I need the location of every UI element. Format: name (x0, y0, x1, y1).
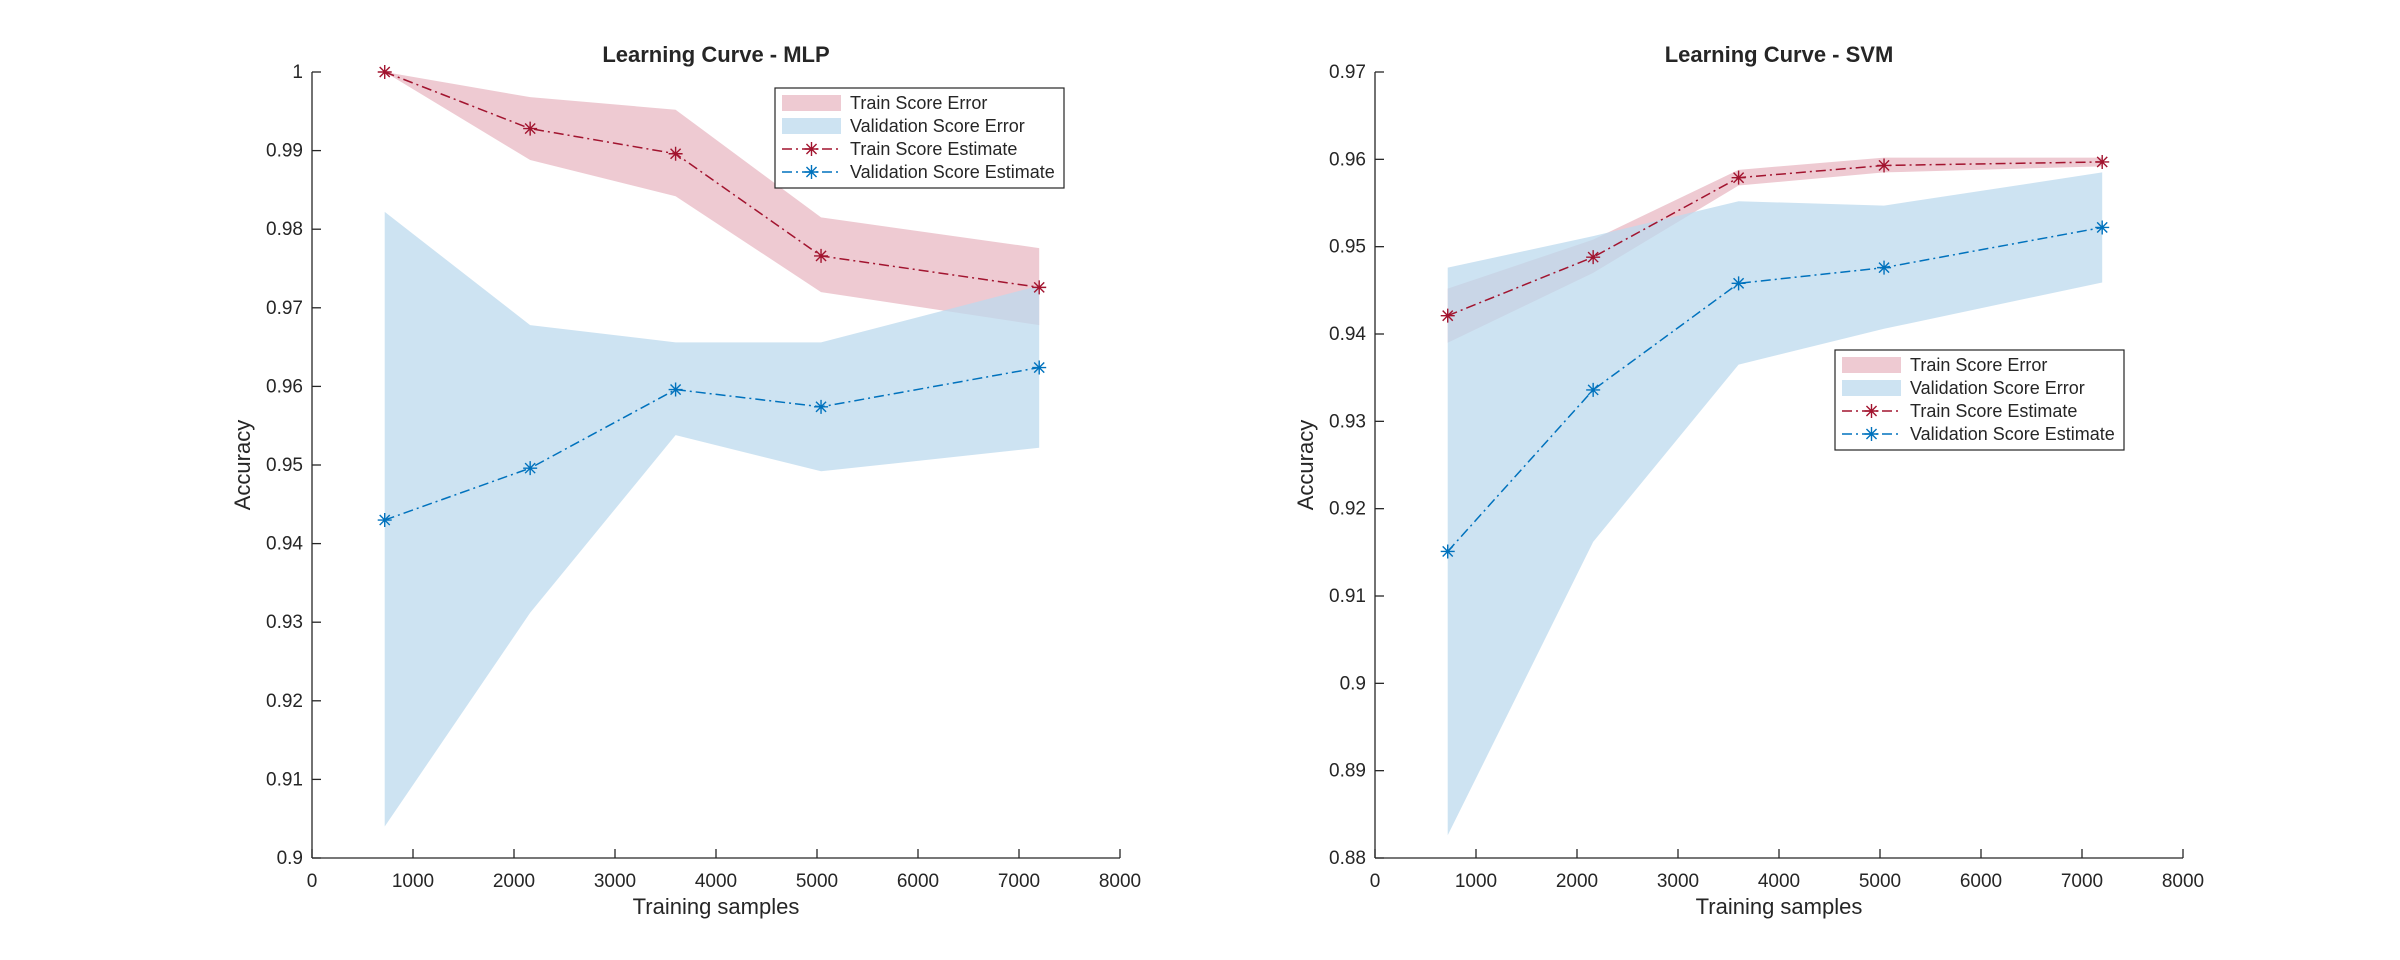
chart-title: Learning Curve - SVM (1665, 42, 1894, 67)
y-tick-label: 0.94 (1329, 324, 1366, 345)
data-point-train (377, 65, 392, 79)
x-axis-label: Training samples (1696, 894, 1863, 919)
data-point-validation (668, 382, 683, 397)
chart-mlp: 0 1000 2000 3000 4000 5000 6000 7000 8000 0.9 0.91… (230, 42, 1141, 919)
x-tick-label: 2000 (493, 871, 535, 892)
y-tick-label: 0.94 (266, 534, 303, 555)
band-validation-error (1447, 172, 2103, 836)
data-point-train (668, 146, 683, 161)
y-tick-label: 0.93 (266, 612, 303, 633)
y-tick-label: 0.96 (1329, 149, 1366, 170)
series-lines (1440, 154, 2110, 559)
legend: Train Score Error Validation Score Error T… (1834, 349, 2125, 451)
data-point-validation (1440, 544, 1455, 559)
data-point-validation (377, 513, 392, 528)
legend-label-train-error: Train Score Error (1910, 355, 2047, 375)
legend-marker-train-estimate (804, 142, 819, 156)
y-tick-label: 0.91 (1329, 586, 1366, 607)
data-point-validation (1032, 360, 1047, 375)
legend-swatch-validation-error (1842, 380, 1901, 396)
error-bands (1447, 157, 2103, 836)
data-point-train (523, 121, 538, 136)
legend-marker-validation-estimate (1864, 427, 1879, 441)
y-tick-label: 0.89 (1329, 761, 1366, 782)
x-axis-label: Training samples (633, 894, 800, 919)
y-tick-label: 1 (292, 62, 303, 83)
data-point-train (1032, 280, 1047, 295)
legend-label-validation-estimate: Validation Score Estimate (850, 162, 1055, 182)
legend-label-validation-estimate: Validation Score Estimate (1910, 424, 2115, 444)
y-axis-label: Accuracy (230, 420, 255, 510)
data-point-train (1731, 170, 1746, 185)
y-tick-label: 0.88 (1329, 848, 1366, 869)
x-tick-label: 2000 (1556, 871, 1598, 892)
x-tick-label: 3000 (594, 871, 636, 892)
data-point-validation (2095, 220, 2110, 235)
y-tick-label: 0.9 (1340, 673, 1366, 694)
series-lines (377, 65, 1047, 528)
y-tick-label: 0.95 (1329, 237, 1366, 258)
band-train-error (384, 72, 1040, 326)
axes: 0 1000 2000 3000 4000 5000 6000 7000 8000 0.88 0.8… (1329, 62, 2204, 892)
legend-swatch-train-error (1842, 357, 1901, 373)
y-tick-label: 0.97 (266, 298, 303, 319)
y-tick-label: 0.98 (266, 219, 303, 240)
data-point-validation (1877, 260, 1892, 275)
x-tick-label: 5000 (1859, 871, 1901, 892)
y-tick-label: 0.93 (1329, 411, 1366, 432)
legend-swatch-train-error (782, 95, 841, 111)
x-tick-label: 6000 (897, 871, 939, 892)
y-tick-label: 0.95 (266, 455, 303, 476)
legend-marker-validation-estimate (804, 165, 819, 179)
legend-marker-train-estimate (1864, 404, 1879, 418)
x-tick-label: 6000 (1960, 871, 2002, 892)
x-tick-label: 4000 (1758, 871, 1800, 892)
x-tick-label: 1000 (1455, 871, 1497, 892)
series-line-validation (384, 366, 1040, 521)
data-point-train (814, 248, 829, 263)
y-tick-label: 0.99 (266, 141, 303, 162)
legend-label-validation-error: Validation Score Error (850, 116, 1025, 136)
error-bands (384, 72, 1040, 827)
y-tick-label: 0.92 (266, 691, 303, 712)
x-tick-label: 5000 (796, 871, 838, 892)
legend: Train Score Error Validation Score Error T… (774, 87, 1065, 189)
y-axis-label: Accuracy (1293, 420, 1318, 510)
series-line-validation (1447, 226, 2103, 552)
x-tick-label: 8000 (2162, 871, 2204, 892)
legend-label-train-error: Train Score Error (850, 93, 987, 113)
legend-label-validation-error: Validation Score Error (1910, 378, 2085, 398)
legend-swatch-validation-error (782, 118, 841, 134)
chart-svm: 0 1000 2000 3000 4000 5000 6000 7000 8000 0.88 0.8… (1293, 42, 2204, 919)
y-tick-label: 0.96 (266, 376, 303, 397)
x-tick-label: 0 (1370, 871, 1381, 892)
data-point-validation (814, 399, 829, 414)
legend-label-train-estimate: Train Score Estimate (1910, 401, 2077, 421)
axes: 0 1000 2000 3000 4000 5000 6000 7000 8000 0.9 0.91… (266, 62, 1141, 892)
y-tick-label: 0.92 (1329, 499, 1366, 520)
data-point-train (2095, 154, 2110, 169)
y-tick-label: 0.97 (1329, 62, 1366, 83)
x-tick-label: 7000 (2061, 871, 2103, 892)
chart-title: Learning Curve - MLP (602, 42, 829, 67)
data-point-train (1586, 250, 1601, 265)
data-point-validation (1731, 276, 1746, 291)
data-point-validation (1586, 382, 1601, 397)
x-tick-label: 4000 (695, 871, 737, 892)
y-tick-label: 0.9 (277, 848, 303, 869)
x-tick-label: 0 (307, 871, 318, 892)
x-tick-label: 1000 (392, 871, 434, 892)
data-point-train (1877, 158, 1892, 173)
legend-label-train-estimate: Train Score Estimate (850, 139, 1017, 159)
x-tick-label: 8000 (1099, 871, 1141, 892)
x-tick-label: 7000 (998, 871, 1040, 892)
band-validation-error (384, 211, 1040, 827)
y-tick-label: 0.91 (266, 769, 303, 790)
x-tick-label: 3000 (1657, 871, 1699, 892)
data-point-train (1440, 308, 1455, 323)
data-point-validation (523, 461, 538, 476)
